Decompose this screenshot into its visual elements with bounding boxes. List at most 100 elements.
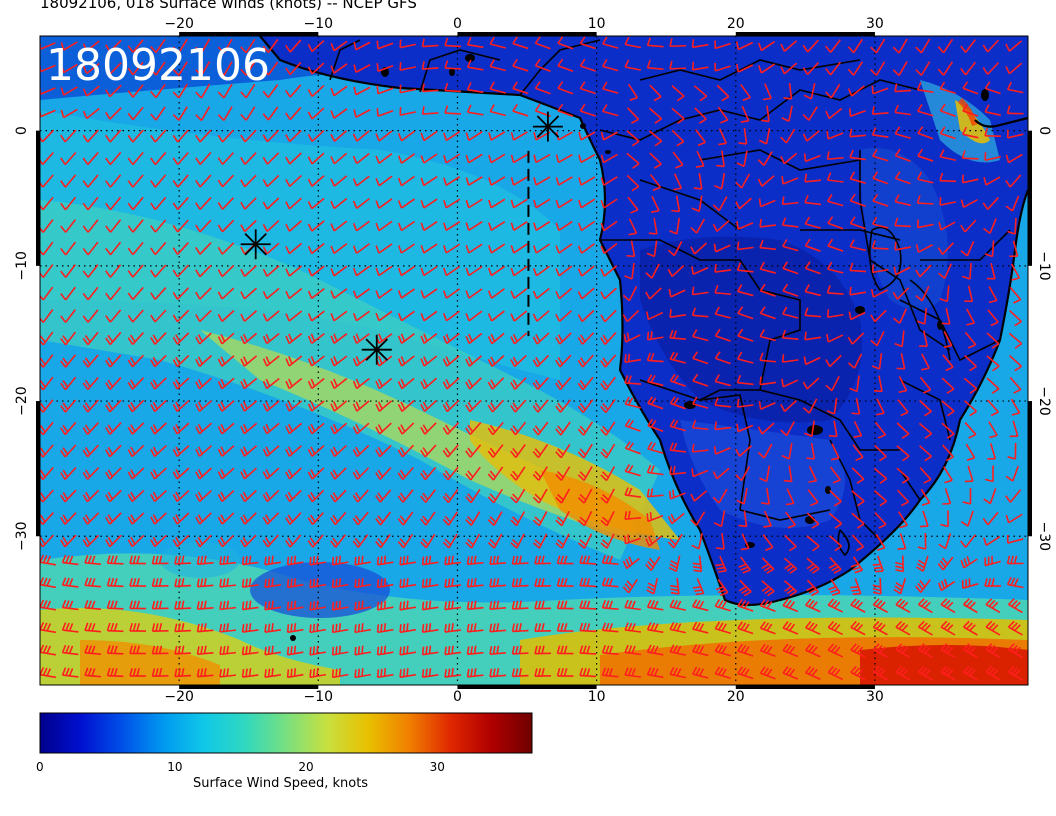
wind-barb	[330, 444, 347, 458]
wind-barb	[150, 399, 167, 413]
wind-barb	[737, 306, 754, 320]
wind-barb	[264, 555, 282, 566]
wind-barb	[853, 420, 863, 438]
wind-barb	[624, 353, 642, 364]
wind-barb	[129, 578, 147, 587]
wind-barb	[695, 150, 705, 168]
wind-barb	[420, 399, 437, 413]
wind-barb	[307, 62, 325, 75]
wind-barb	[399, 62, 416, 71]
wind-barb	[781, 217, 799, 228]
wind-barb	[61, 599, 79, 611]
wind-barb	[307, 534, 324, 548]
wind-barb	[510, 332, 528, 345]
wind-barb	[600, 198, 618, 209]
wind-barb	[285, 534, 302, 548]
wind-barb	[82, 241, 99, 256]
wind-barb	[532, 243, 551, 254]
wind-barb	[150, 174, 167, 188]
wind-barb	[285, 242, 303, 255]
wind-barb	[534, 578, 552, 587]
frame-band-bottom	[735, 685, 875, 689]
date-stamp: 18092106	[46, 40, 270, 91]
wind-barb	[466, 623, 484, 633]
wind-barb	[466, 668, 484, 678]
wind-barb	[40, 577, 57, 589]
wind-barb	[964, 354, 977, 372]
wind-barb	[330, 197, 348, 210]
wind-barb	[510, 153, 528, 164]
wind-barb	[532, 377, 549, 390]
wind-barb	[960, 39, 977, 53]
wind-barb	[870, 309, 887, 323]
wind-barb	[847, 353, 863, 369]
wind-barb	[781, 105, 793, 123]
wind-barb	[307, 489, 325, 503]
wind-barb	[894, 217, 912, 228]
wind-barb	[219, 645, 237, 656]
wind-barb	[172, 467, 190, 480]
wind-barb	[286, 578, 304, 589]
wind-barb	[330, 85, 348, 97]
wind-barb	[375, 288, 393, 299]
wind-barb	[736, 423, 754, 433]
wind-barb	[510, 243, 528, 254]
wind-barb	[1005, 62, 1023, 75]
wind-barb	[465, 511, 481, 526]
wind-barb	[352, 377, 370, 390]
wind-barb	[667, 512, 685, 525]
wind-barb	[628, 218, 638, 236]
wind-barb	[897, 399, 909, 417]
wind-barb	[982, 197, 999, 210]
wind-barb	[804, 238, 821, 252]
wind-barb	[555, 354, 572, 368]
wind-barb	[307, 242, 325, 255]
wind-barb	[195, 242, 212, 255]
wind-barb	[757, 151, 773, 166]
wind-barb	[872, 193, 889, 207]
colorbar-tick-label: 20	[298, 760, 314, 774]
wind-barb	[487, 399, 505, 413]
wind-barb	[262, 61, 279, 76]
wind-barb	[195, 151, 212, 166]
wind-barb	[421, 600, 439, 611]
wind-barb	[691, 195, 703, 213]
wind-barb	[262, 174, 280, 188]
wind-barb	[262, 152, 280, 165]
wind-barb	[195, 61, 211, 76]
wind-barb	[941, 422, 955, 439]
wind-barb	[309, 600, 327, 611]
wind-barb	[896, 489, 910, 507]
wind-barb	[555, 310, 572, 322]
wind-barb	[174, 668, 192, 678]
wind-barb	[896, 353, 906, 370]
wind-barb	[489, 623, 507, 633]
wind-barb	[622, 556, 640, 570]
wind-barb	[330, 489, 347, 503]
wind-barb	[759, 352, 777, 363]
wind-barb	[264, 623, 282, 633]
wind-barb	[783, 580, 798, 597]
wind-barb	[671, 195, 681, 213]
wind-barb	[600, 131, 618, 141]
wind-barb	[285, 152, 302, 165]
colorbar-tick-label: 0	[36, 760, 44, 774]
wind-barb	[669, 330, 687, 340]
wind-barb	[829, 489, 842, 507]
wind-barb	[781, 196, 799, 206]
wind-barb	[965, 443, 976, 461]
wind-barb	[61, 554, 79, 566]
wind-barb	[262, 377, 280, 390]
wind-barb	[397, 355, 415, 367]
wind-barb	[557, 58, 574, 72]
wind-barb	[577, 265, 595, 277]
wind-barb	[510, 377, 527, 390]
wind-barb	[352, 355, 370, 367]
wind-barb	[330, 377, 348, 390]
wind-barb	[714, 62, 731, 72]
wind-barb	[735, 466, 751, 482]
wind-barb	[827, 620, 844, 636]
wind-barb	[919, 467, 932, 484]
wind-barb	[600, 443, 616, 459]
wind-barb	[285, 310, 303, 322]
